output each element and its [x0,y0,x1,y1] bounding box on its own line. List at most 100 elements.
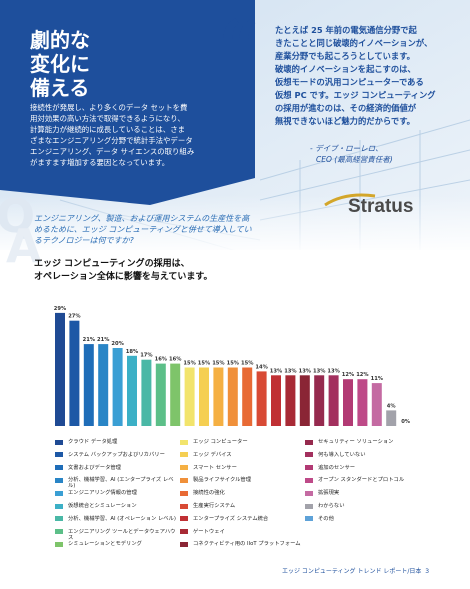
legend-swatch [55,439,63,445]
logo: Stratus [348,196,413,217]
legend-label: コネクティビティ用の IIoT プラットフォーム [193,541,301,548]
bar [98,344,109,426]
legend-label: 追加のセンサー [318,464,356,471]
bar-chart: 29%27%21% 21%20%18%17%16% 16%15% 15% 15% 15% 1… [54,306,411,426]
footer-text: エッジ コンピューティング トレンド レポート/日本 [282,568,422,575]
quote-line: きたことと同じ破壊的イノベーションが、 [275,38,433,48]
answer-line: エッジ コンピューティングの採用は、 [34,259,190,269]
legend-swatch [55,541,63,547]
value-label: 13% [270,368,283,374]
legend-label: 拡張現実 [318,490,340,497]
quote-line: の採用が進むのは、その経済的価値が [275,103,417,113]
page-number: 3 [425,568,430,575]
bar [299,375,310,426]
legend-swatch [180,503,188,509]
body-line: がますます増加する要因となっています。 [30,158,170,167]
value-label: 15% [183,361,196,367]
quote-line: 無視できないほど魅力的だからです。 [275,116,415,126]
value-label: 15% [198,361,211,367]
legend-label: エンジニアリング情報の管理 [68,490,137,497]
bar [184,367,195,426]
panel-body: 接続性が発展し、より多くのデータ セットを費 用対効果の高い方法で取得できるように… [30,102,194,168]
q-letter: Q [0,189,35,243]
legend-label: スマート センサー [193,464,237,471]
legend-swatch [180,490,188,496]
value-label: 15% [212,361,225,367]
value-label: 29% [54,306,67,312]
quote-line: たとえば 25 年前の電気通信分野で起 [275,25,417,35]
bar [155,363,166,426]
footer: エッジ コンピューティング トレンド レポート/日本 3 [282,566,429,575]
legend-label: 製品ライフサイクル管理 [193,477,252,484]
legend-swatch [180,465,188,471]
value-label: 13% [299,368,312,374]
legend-swatch [305,439,313,445]
legend-label: ゲートウェイ [193,528,225,535]
value-label: 18% [126,349,139,355]
legend-swatch [180,452,188,458]
legend-label: 何も導入していない [318,451,366,458]
legend-label: 仮想統合とシミュレーション [68,503,137,509]
legend-swatch [305,490,313,496]
body-line: 接続性が発展し、より多くのデータ セットを費 [30,103,188,112]
author: - デイブ・ローレロ、 [310,144,383,153]
legend-label: オープン スタンダードとプロトコル [318,477,405,484]
quote-line: 仮想 PC です。エッジ コンピューティング [275,90,436,100]
value-label: 14% [255,364,268,370]
value-label: 20% [111,341,124,347]
legend-swatch [305,477,313,483]
svg-text:“: “ [218,4,259,89]
value-label: 16% [169,357,182,363]
quote-line: 仮想モードの汎用コンピューターである [275,77,424,87]
bar [357,379,368,426]
value-label: 0% [401,419,411,425]
bar [199,367,209,426]
bar [386,410,397,426]
body-line: 用対効果の高い方法で取得できるようになり、 [30,114,185,123]
answer: エッジ コンピューティングの採用は、 オペレーション全体に影響を与えています。 [34,258,212,284]
bar [371,383,382,426]
legend-label: シミュレーションとモデリング [68,541,142,548]
role: CEO (最高経営責任者) [316,155,393,164]
bar [343,379,353,426]
value-label: 4% [387,403,397,409]
value-label: 27% [68,314,81,320]
body-line: エンジニアリング、データ サイエンスの取り組み [30,147,195,156]
legend-swatch [180,516,188,522]
legend-label: 分析、機械学習、AI (エンタープライズ レベル) [68,477,174,490]
quote: たとえば 25 年前の電気通信分野で起 きたことと同じ破壊的イノベーションが、 産業… [275,24,436,128]
legend-label: エンジニアリング ツールとデータウェアハウス [68,528,176,541]
legend-label: 分析、機械学習、AI (オペレーション レベル) [68,515,176,522]
bar [328,375,339,426]
bar [314,375,325,426]
bar [112,348,123,426]
legend-swatch [180,529,188,535]
a-letter: A [6,219,42,273]
legend-swatch [180,439,188,445]
legend-swatch [55,477,63,483]
bar [170,363,181,426]
body-line: ざまなエンジニアリング分野で統計手法やデータ [30,136,193,145]
legend-label: 生産実行システム [193,503,236,509]
bar [213,367,224,426]
legend-label: システム バックアップおよびリカバリー [68,451,165,458]
bar [256,371,267,426]
legend-swatch [55,452,63,458]
bar [127,355,137,426]
legend-swatch [55,465,63,471]
body-line: 計算能力が継続的に成長していることは、さま [30,125,185,134]
value-label: 16% [155,357,168,363]
bar [227,367,238,426]
question-line: るテクノロジーは何ですか? [34,236,134,245]
legend-label: エッジ デバイス [193,451,232,458]
quote-line: 破壊的イノベーションを起こすのは、 [275,64,416,74]
legend-swatch [305,452,313,458]
bar [242,367,253,426]
bar [55,312,65,426]
title-line: 変化に [30,52,90,76]
legend-label: わからない [318,503,345,509]
title-line: 備える [30,76,90,100]
legend-swatch [55,516,63,522]
value-label: 12% [342,372,355,378]
